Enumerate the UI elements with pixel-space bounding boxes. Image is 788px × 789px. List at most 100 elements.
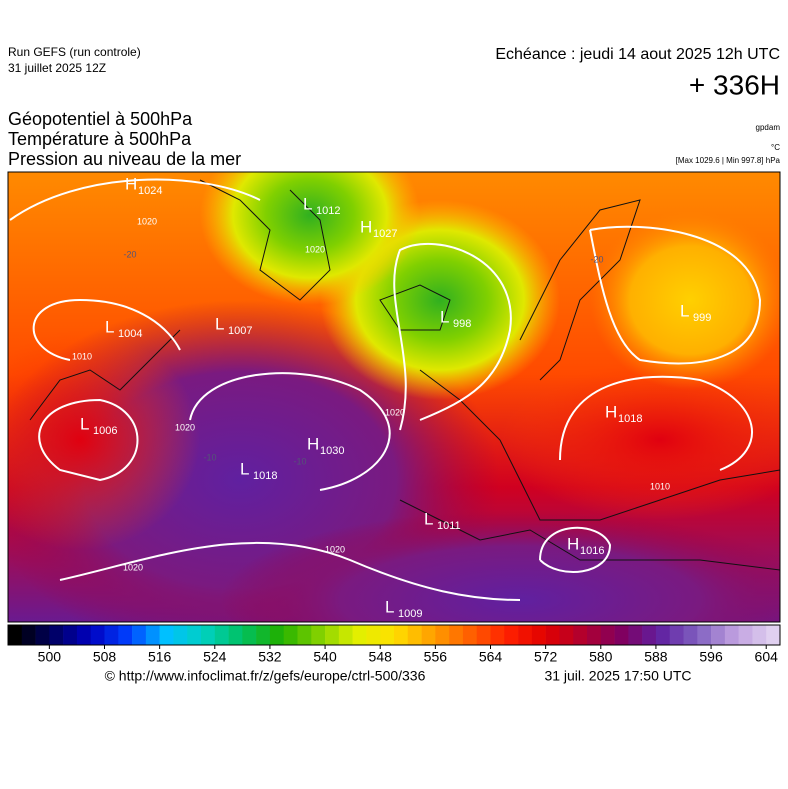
pressure-center: H 1030 xyxy=(307,434,344,456)
isobar-label: 1020 xyxy=(325,544,345,554)
coastline xyxy=(399,499,780,571)
pressure-center: L 1004 xyxy=(105,317,142,339)
coastline xyxy=(419,369,780,521)
center-letter: L xyxy=(424,509,433,528)
pressure-center: H 1027 xyxy=(360,217,397,239)
colorbar-swatch xyxy=(242,625,257,645)
colorbar-swatch xyxy=(531,625,546,645)
coastline xyxy=(379,284,451,331)
title: Pression au niveau de la mer xyxy=(8,149,241,169)
center-letter: H xyxy=(360,217,372,236)
title: Température à 500hPa xyxy=(8,129,192,149)
center-value: 998 xyxy=(453,318,471,330)
field-shading xyxy=(500,360,780,520)
center-letter: L xyxy=(440,307,449,326)
colorbar-swatch xyxy=(766,625,781,645)
colorbar-swatch xyxy=(35,625,50,645)
unit-label: [Max 1029.6 | Min 997.8] hPa xyxy=(676,156,781,165)
colorbar-swatch xyxy=(8,625,23,645)
colorbar-swatch xyxy=(614,625,629,645)
colorbar-swatch xyxy=(724,625,739,645)
colorbar-swatch xyxy=(214,625,229,645)
colorbar-swatch xyxy=(297,625,312,645)
colorbar-swatch xyxy=(76,625,92,645)
pressure-center: L 1012 xyxy=(303,194,340,216)
colorbar-tick-label: 540 xyxy=(313,649,337,665)
pressure-center: L 1006 xyxy=(80,414,117,436)
center-letter: L xyxy=(105,317,114,336)
colorbar-swatch xyxy=(118,625,133,645)
center-value: 1018 xyxy=(253,470,277,482)
isobar xyxy=(559,375,753,471)
colorbar-swatch xyxy=(642,625,657,645)
valid-time: Echéance : jeudi 14 aout 2025 12h UTC xyxy=(495,46,780,63)
colorbar-swatch xyxy=(159,625,174,645)
colorbar-swatch xyxy=(490,625,505,645)
pressure-center: H 1016 xyxy=(567,534,604,556)
coastline xyxy=(519,199,641,381)
center-value: 1030 xyxy=(320,445,344,457)
isobar xyxy=(59,541,521,601)
colorbar-tick-label: 604 xyxy=(755,649,779,665)
lead-time: + 336H xyxy=(689,69,780,100)
colorbar-swatch xyxy=(628,625,643,645)
isobar-label: 1020 xyxy=(305,244,325,254)
colorbar-swatch xyxy=(600,625,615,645)
colorbar-tick-label: 580 xyxy=(589,649,613,665)
colorbar-swatch xyxy=(201,625,216,645)
colorbar-swatch xyxy=(394,625,409,645)
colorbar-swatch xyxy=(738,625,753,645)
colorbar-tick-label: 508 xyxy=(93,649,117,665)
colorbar-tick-label: 524 xyxy=(203,649,227,665)
temperature-label: -10 xyxy=(293,456,306,466)
isobar xyxy=(38,398,139,482)
colorbar-tick-label: 572 xyxy=(534,649,558,665)
colorbar-tick-label: 532 xyxy=(258,649,282,665)
coastlines xyxy=(29,179,780,571)
center-letter: L xyxy=(215,314,224,333)
unit-label: °C xyxy=(771,143,780,152)
isobars xyxy=(9,178,762,601)
center-value: 1007 xyxy=(228,325,252,337)
coastline xyxy=(199,179,331,301)
pressure-center: L 1007 xyxy=(215,314,252,336)
pressure-center: L 1018 xyxy=(240,459,277,481)
colorbar-swatch xyxy=(655,625,671,645)
map-area xyxy=(8,172,780,622)
colorbar-swatch xyxy=(545,625,560,645)
center-value: 1012 xyxy=(316,205,340,217)
isobar-label: 1010 xyxy=(650,481,670,491)
isobar-label: 1020 xyxy=(175,422,195,432)
generated-time: 31 juil. 2025 17:50 UTC xyxy=(544,668,691,684)
colorbar-swatch xyxy=(587,625,602,645)
colorbar-swatch xyxy=(752,625,767,645)
temperature-label: -20 xyxy=(590,254,603,264)
center-letter: H xyxy=(125,174,137,193)
pressure-center: L 998 xyxy=(440,307,471,329)
center-letter: L xyxy=(80,414,89,433)
unit-label: gpdam xyxy=(756,123,781,132)
isobar xyxy=(539,526,612,573)
colorbar-swatch xyxy=(711,625,726,645)
center-letter: H xyxy=(307,434,319,453)
colorbar-swatch xyxy=(462,625,478,645)
colorbar-swatch xyxy=(697,625,712,645)
colorbar-tick-label: 548 xyxy=(369,649,393,665)
center-letter: L xyxy=(303,194,312,213)
colorbar-swatch xyxy=(256,625,271,645)
colorbar-swatch xyxy=(173,625,188,645)
title: Géopotentiel à 500hPa xyxy=(8,109,193,129)
center-value: 1016 xyxy=(580,545,604,557)
pressure-center: H 1018 xyxy=(605,402,642,424)
center-value: 1024 xyxy=(138,185,162,197)
colorbar-swatch xyxy=(366,625,381,645)
center-letter: L xyxy=(385,597,394,616)
center-letter: L xyxy=(680,301,689,320)
colorbar-swatch xyxy=(504,625,519,645)
isobar-label: 1020 xyxy=(123,562,143,572)
center-value: 1027 xyxy=(373,228,397,240)
colorbar-swatch xyxy=(338,625,353,645)
colorbar-swatch xyxy=(518,625,533,645)
center-value: 1006 xyxy=(93,425,117,437)
